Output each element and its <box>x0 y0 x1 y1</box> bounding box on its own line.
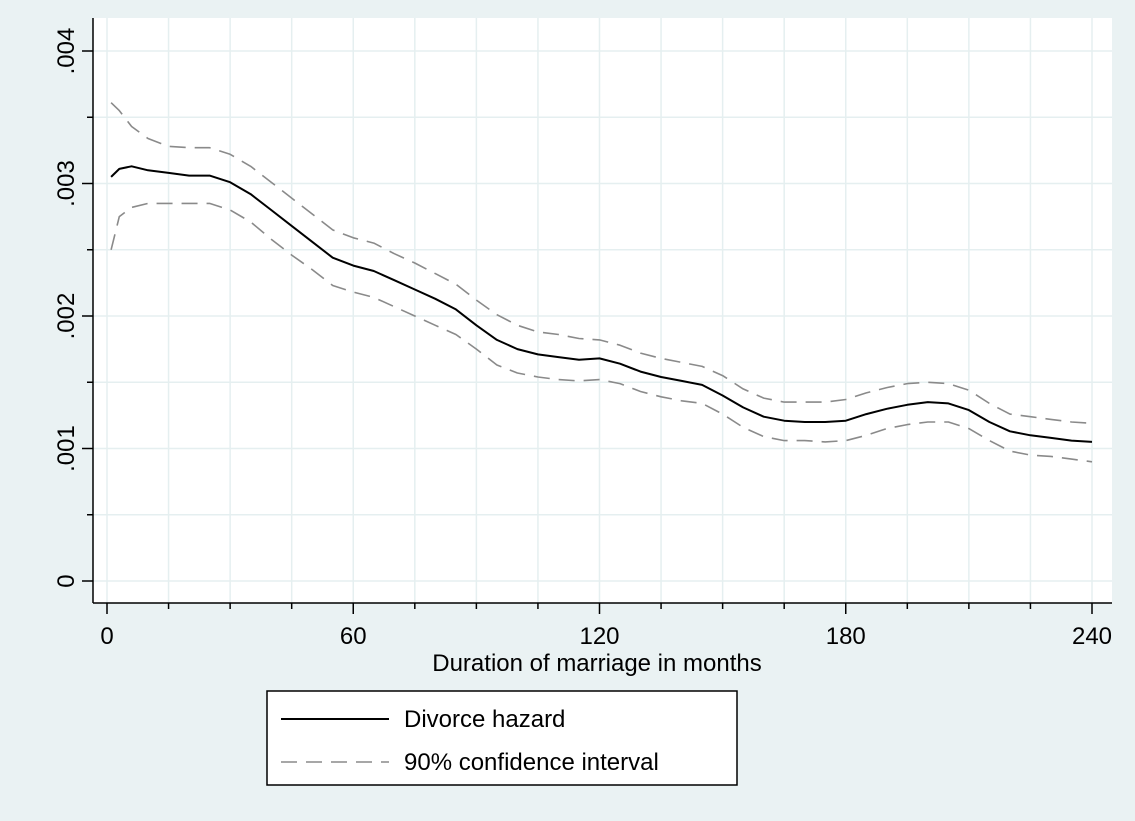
plot-area <box>93 18 1112 603</box>
series-line-ci-upper <box>110 102 1093 425</box>
legend-box <box>266 690 738 786</box>
x-tick-label: 0 <box>100 623 113 650</box>
axes <box>92 18 1112 604</box>
legend: Divorce hazard 90% confidence interval <box>266 690 738 786</box>
series-line-divorce-hazard <box>110 165 1093 443</box>
y-tick-label: 0 <box>53 574 80 587</box>
series-lines <box>110 102 1093 463</box>
ticks: 0 60 120 180 240 0 .001 .002 .003 .004 <box>53 28 1112 650</box>
grid-lines <box>93 18 1112 603</box>
x-tick-label: 180 <box>826 623 866 650</box>
legend-label-divorce-hazard: Divorce hazard <box>404 706 565 733</box>
y-tick-label: .001 <box>53 425 80 472</box>
x-tick-label: 240 <box>1072 623 1112 650</box>
y-tick-label: .003 <box>53 160 80 207</box>
y-tick-label: .004 <box>53 28 80 75</box>
x-axis-title: Duration of marriage in months <box>432 650 761 677</box>
x-tick-label: 120 <box>579 623 619 650</box>
y-tick-label: .002 <box>53 293 80 340</box>
legend-label-confidence-interval: 90% confidence interval <box>404 749 659 776</box>
series-line-ci-lower <box>110 202 1093 463</box>
x-tick-label: 60 <box>340 623 367 650</box>
